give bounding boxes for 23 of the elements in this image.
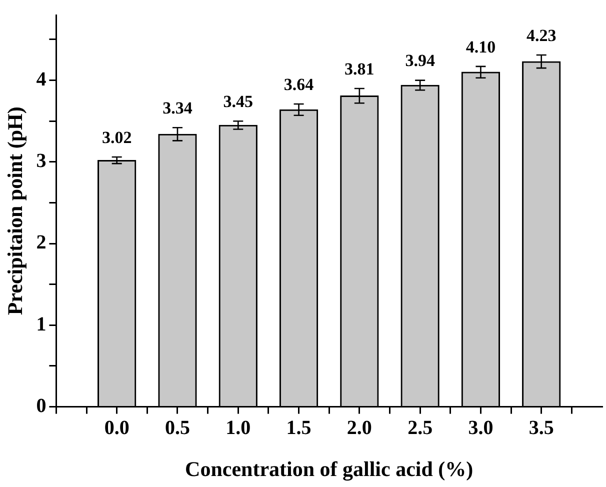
x-tick-label: 3.5 <box>528 416 554 439</box>
x-tick-label: 1.0 <box>226 416 251 439</box>
data-label: 3.64 <box>284 74 314 94</box>
data-label: 4.23 <box>526 26 556 45</box>
data-label: 3.81 <box>344 59 374 78</box>
y-tick-label: 4 <box>36 68 46 90</box>
x-tick-label: 3.0 <box>468 416 494 439</box>
data-label: 3.45 <box>223 92 254 112</box>
y-tick-label: 1 <box>36 313 46 336</box>
x-tick-label: 0.0 <box>104 416 130 439</box>
x-tick-label: 2.5 <box>408 416 433 439</box>
y-tick-label: 3 <box>36 150 46 172</box>
data-label: 3.02 <box>102 128 132 147</box>
data-label: 4.10 <box>466 37 496 56</box>
x-tick-label: 0.5 <box>164 416 190 439</box>
data-label: 3.94 <box>405 51 436 70</box>
y-tick-label: 0 <box>36 394 46 417</box>
x-tick-label: 2.0 <box>346 416 372 439</box>
x-tick-label: 1.5 <box>286 416 312 439</box>
data-label: 3.34 <box>162 98 193 118</box>
x-axis-title: Concentration of gallic acid (%) <box>185 456 474 481</box>
y-axis-title: Precipitaion point (pH) <box>3 106 28 316</box>
y-tick-label: 2 <box>36 232 46 254</box>
